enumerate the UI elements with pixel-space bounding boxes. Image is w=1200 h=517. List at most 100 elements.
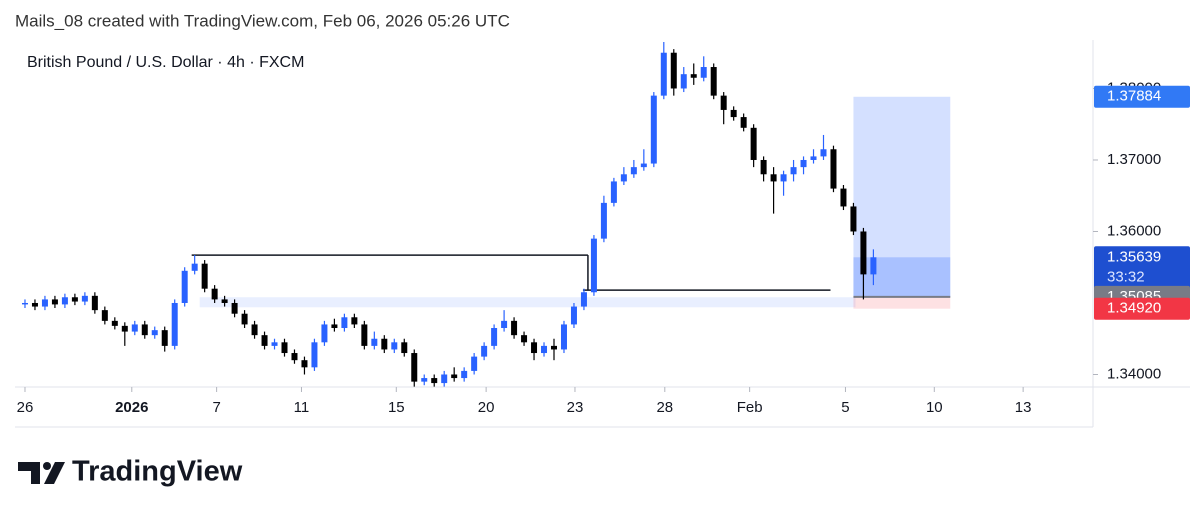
candle-body <box>690 74 697 78</box>
y-tick-label: 1.34000 <box>1107 365 1161 382</box>
candle-body <box>610 181 617 203</box>
x-tick-label: 10 <box>926 399 943 416</box>
plot <box>21 42 951 387</box>
candle-body <box>341 317 348 329</box>
candle-body <box>301 360 308 368</box>
candle-body <box>421 378 428 382</box>
candle-body <box>620 174 627 182</box>
candle-body <box>830 149 837 189</box>
y-tick-label: 1.37000 <box>1107 151 1161 168</box>
x-tick-label: 5 <box>841 399 849 416</box>
candle-body <box>361 324 368 346</box>
candle-body <box>590 238 597 293</box>
candle-body <box>211 288 218 300</box>
price-label-box <box>1094 85 1190 108</box>
logo-mark <box>43 462 51 470</box>
candle-body <box>311 342 318 368</box>
candle-body <box>700 67 707 78</box>
candle-body <box>770 174 777 182</box>
candle-body <box>261 335 268 346</box>
attribution: Mails_08 created with TradingView.com, F… <box>15 11 510 30</box>
candle-body <box>600 202 607 239</box>
candle-body <box>231 302 238 314</box>
candle-body <box>31 302 38 307</box>
candle-body <box>251 324 258 336</box>
logo: TradingView <box>18 456 243 488</box>
x-tick-label: 23 <box>567 399 584 416</box>
axes: 1.340001.360001.370001.38000262026711152… <box>17 79 1190 416</box>
candle-body <box>461 370 468 379</box>
candle-body <box>551 345 557 350</box>
candle-body <box>870 257 877 275</box>
candle-body <box>351 317 358 325</box>
candle-body <box>710 67 717 96</box>
candle-body <box>640 163 647 168</box>
x-tick-label: 7 <box>212 399 220 416</box>
candle-body <box>141 324 148 336</box>
candle-body <box>61 297 68 305</box>
candle-body <box>81 295 88 302</box>
candle-body <box>720 95 727 110</box>
candle-body <box>680 74 687 89</box>
price-label-box <box>1094 246 1190 291</box>
candle-body <box>860 231 867 275</box>
candle-body <box>750 127 757 160</box>
candle-body <box>101 310 108 321</box>
candle-body <box>391 342 398 350</box>
candle-body <box>730 109 737 118</box>
x-tick-label: 28 <box>656 399 673 416</box>
candle-body <box>541 345 548 354</box>
candle-body <box>790 167 797 175</box>
x-tick-label: 13 <box>1015 399 1032 416</box>
candle-body <box>331 324 338 329</box>
candle-body <box>51 299 58 305</box>
candle-body <box>91 295 98 311</box>
candle-body <box>411 353 418 382</box>
x-tick-label: 11 <box>294 399 310 416</box>
candle-body <box>531 342 538 354</box>
candle-body <box>820 149 827 157</box>
candle-body <box>501 320 508 329</box>
candle-body <box>850 206 857 232</box>
open-profit <box>853 257 951 297</box>
candle-body <box>491 328 498 346</box>
candle-body <box>780 174 787 182</box>
brand: TradingView <box>72 456 243 488</box>
candle-body <box>201 263 208 289</box>
candle-body <box>191 263 198 271</box>
candle-body <box>321 324 328 343</box>
candle-body <box>241 313 248 325</box>
candle-body <box>371 338 378 346</box>
logo-mark <box>18 462 40 484</box>
target-area <box>853 96 951 297</box>
candle-body <box>221 299 228 303</box>
candle-body <box>810 156 817 160</box>
candle-body <box>121 325 128 332</box>
x-tick-label: Feb <box>737 399 763 416</box>
candle-body <box>650 95 657 164</box>
candle-body <box>800 159 807 168</box>
zone <box>199 297 856 308</box>
countdown: 33:32 <box>1107 268 1145 285</box>
candle-body <box>451 374 458 379</box>
candle-body <box>630 167 637 175</box>
stop-area <box>853 296 951 309</box>
candle-body <box>570 306 577 325</box>
x-tick-label: 20 <box>478 399 495 416</box>
candle-body <box>271 342 278 346</box>
candle-body <box>171 302 178 346</box>
price-label: 1.34920 <box>1107 300 1161 317</box>
candle-body <box>151 330 158 336</box>
candle-body <box>281 342 288 354</box>
x-tick-label: 2026 <box>115 399 148 416</box>
candle-body <box>580 292 587 307</box>
price-label: 1.37884 <box>1107 88 1161 105</box>
candle-body <box>441 374 448 384</box>
candle-body <box>291 353 298 361</box>
candle-body <box>161 330 168 346</box>
candle-body <box>41 299 48 307</box>
candle-body <box>381 338 388 350</box>
candle-body <box>560 324 567 350</box>
candle-body <box>660 52 667 96</box>
